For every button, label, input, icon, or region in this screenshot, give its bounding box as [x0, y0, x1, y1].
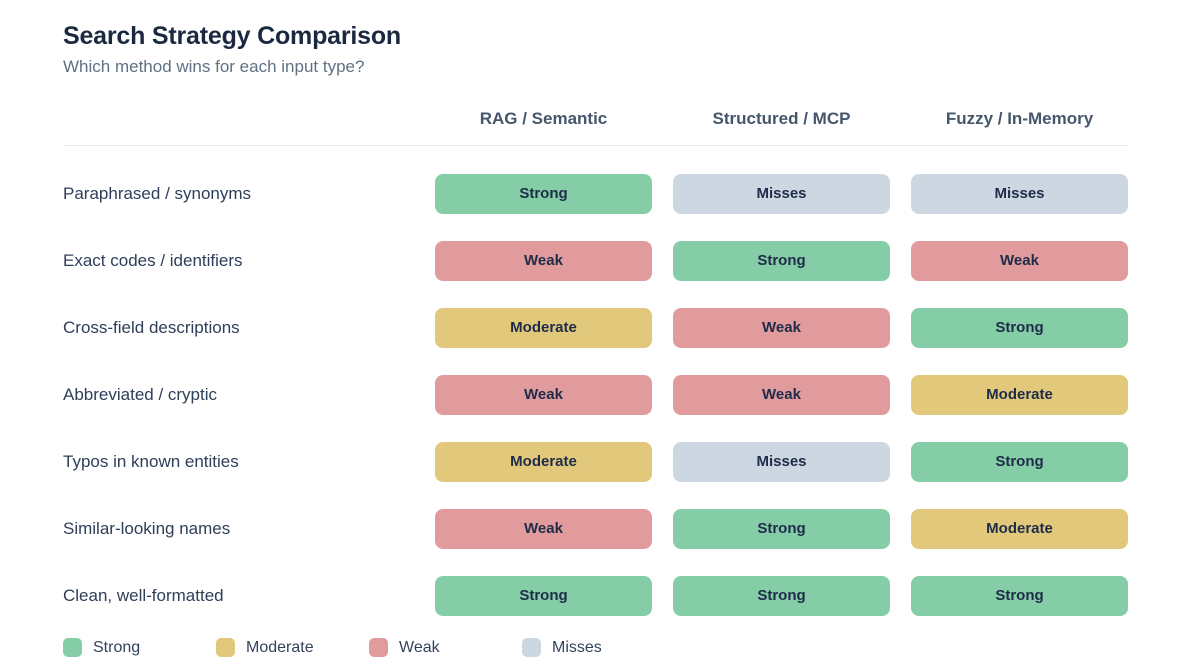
row-label: Abbreviated / cryptic — [63, 384, 218, 404]
rating-pill: Weak — [435, 508, 652, 549]
rating-pill: Strong — [435, 173, 652, 214]
rating-pill: Strong — [435, 575, 652, 616]
rating-pill: Weak — [673, 307, 890, 348]
legend-swatch-misses — [522, 638, 541, 657]
comparison-matrix: RAG / Semantic Structured / MCP Fuzzy / … — [63, 95, 1128, 629]
rating-pill: Strong — [673, 575, 890, 616]
rating-pill: Misses — [911, 173, 1128, 214]
rating-pill: Strong — [673, 240, 890, 281]
rating-pill: Misses — [673, 441, 890, 482]
page-subtitle: Which method wins for each input type? — [63, 57, 365, 76]
row-label: Clean, well-formatted — [63, 585, 224, 605]
legend-label: Moderate — [246, 638, 314, 656]
column-header-fuzzy-in-memory: Fuzzy / In-Memory — [945, 109, 1094, 128]
rating-pill: Weak — [435, 240, 652, 281]
legend-item-weak: Weak — [369, 638, 522, 657]
table-row-abbreviated-cryptic: Abbreviated / cryptic Weak Weak Moderate — [63, 361, 1128, 428]
table-row-exact-codes: Exact codes / identifiers Weak Strong We… — [63, 227, 1128, 294]
legend-swatch-weak — [369, 638, 388, 657]
row-label: Similar-looking names — [63, 518, 231, 538]
row-label: Paraphrased / synonyms — [63, 183, 252, 203]
rating-pill: Strong — [673, 508, 890, 549]
rating-pill: Moderate — [911, 374, 1128, 415]
page-title: Search Strategy Comparison — [63, 22, 401, 50]
legend-swatch-moderate — [216, 638, 235, 657]
legend-item-moderate: Moderate — [216, 638, 369, 657]
legend-item-misses: Misses — [522, 638, 675, 657]
row-label: Exact codes / identifiers — [63, 250, 243, 270]
rating-pill: Weak — [435, 374, 652, 415]
rating-pill: Moderate — [435, 307, 652, 348]
rating-pill: Misses — [673, 173, 890, 214]
row-label: Typos in known entities — [63, 451, 239, 471]
rating-pill: Weak — [911, 240, 1128, 281]
table-row-paraphrased-synonyms: Paraphrased / synonyms Strong Misses Mis… — [63, 160, 1128, 227]
comparison-matrix-page: Search Strategy Comparison Which method … — [63, 22, 1137, 657]
legend-label: Misses — [552, 638, 602, 656]
table-row-clean-well-formatted: Clean, well-formatted Strong Strong Stro… — [63, 562, 1128, 629]
rating-pill: Weak — [673, 374, 890, 415]
rating-pill: Strong — [911, 575, 1128, 616]
legend-swatch-strong — [63, 638, 82, 657]
legend-label: Strong — [93, 638, 141, 656]
matrix-rows: Paraphrased / synonyms Strong Misses Mis… — [63, 146, 1128, 629]
legend-label: Weak — [399, 638, 440, 656]
table-row-cross-field: Cross-field descriptions Moderate Weak S… — [63, 294, 1128, 361]
column-header-rag-semantic: RAG / Semantic — [479, 109, 608, 128]
rating-pill: Strong — [911, 441, 1128, 482]
legend-item-strong: Strong — [63, 638, 216, 657]
rating-pill: Moderate — [435, 441, 652, 482]
legend: Strong Moderate Weak Misses — [63, 638, 1137, 657]
table-row-similar-looking-names: Similar-looking names Weak Strong Modera… — [63, 495, 1128, 562]
rating-pill: Moderate — [911, 508, 1128, 549]
row-label: Cross-field descriptions — [63, 317, 240, 337]
column-header-row: RAG / Semantic Structured / MCP Fuzzy / … — [63, 95, 1128, 146]
rating-pill: Strong — [911, 307, 1128, 348]
table-row-typos-known-entities: Typos in known entities Moderate Misses … — [63, 428, 1128, 495]
column-header-structured-mcp: Structured / MCP — [712, 109, 851, 128]
